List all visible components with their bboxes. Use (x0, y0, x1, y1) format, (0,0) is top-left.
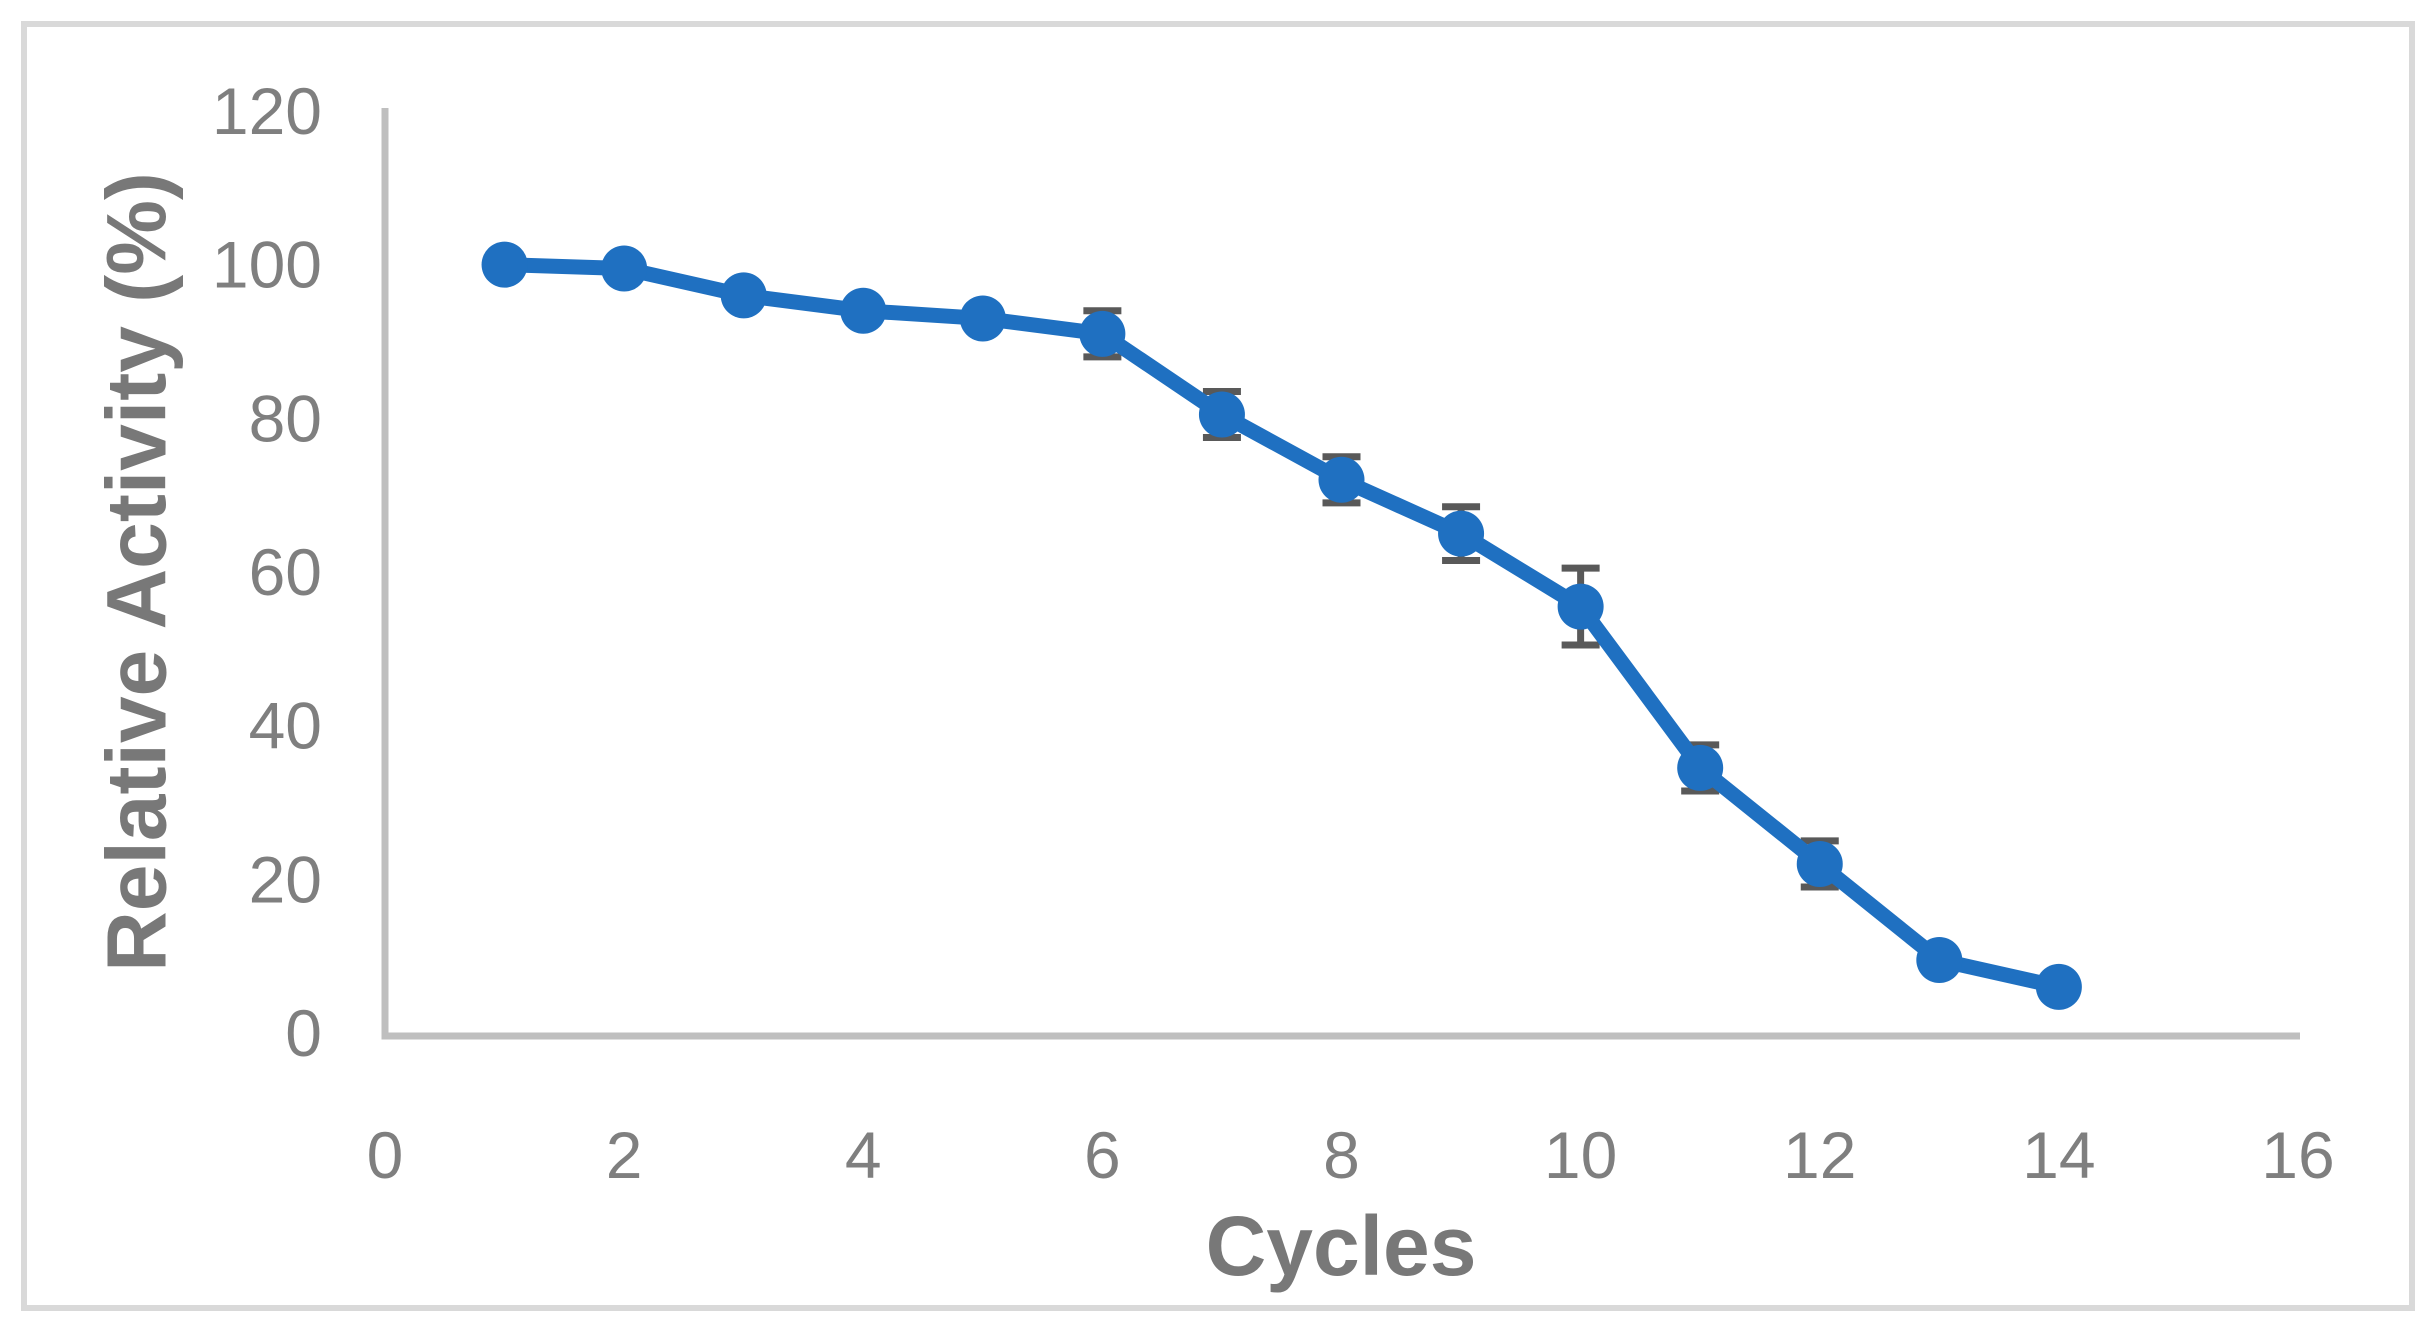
data-point-marker (481, 241, 528, 288)
x-tick-label: 10 (1544, 1118, 1617, 1192)
data-point-marker (2035, 963, 2082, 1010)
x-axis-title: Cycles (1206, 1199, 1477, 1293)
data-point-marker (1318, 456, 1365, 503)
data-point-marker (1796, 840, 1843, 887)
x-tick-label: 8 (1323, 1118, 1360, 1192)
data-point-marker (1557, 583, 1604, 630)
x-tick-label: 2 (606, 1118, 643, 1192)
y-tick-label: 60 (249, 535, 322, 609)
data-point-marker (1438, 510, 1485, 557)
x-axis-tick-labels: 0 2 4 6 8 10 12 14 16 (367, 1118, 2335, 1192)
x-tick-label: 14 (2022, 1118, 2095, 1192)
x-tick-label: 12 (1783, 1118, 1856, 1192)
x-tick-label: 4 (845, 1118, 882, 1192)
y-tick-label: 20 (249, 842, 322, 916)
data-point-marker (1916, 937, 1963, 984)
figure-border (21, 21, 2415, 1311)
data-point-marker (601, 245, 648, 292)
data-point-marker (720, 272, 767, 319)
x-tick-label: 0 (367, 1118, 404, 1192)
data-series (481, 241, 2082, 1010)
data-point-marker (1198, 391, 1245, 438)
y-tick-label: 80 (249, 381, 322, 455)
y-axis-tick-labels: 0 20 40 60 80 100 120 (212, 74, 322, 1070)
y-tick-label: 120 (212, 74, 322, 148)
axes (381, 108, 2300, 1040)
x-tick-label: 6 (1084, 1118, 1121, 1192)
data-point-marker (1079, 310, 1126, 357)
data-point-marker (959, 295, 1006, 342)
y-tick-label: 0 (285, 996, 322, 1070)
y-tick-label: 40 (249, 689, 322, 763)
data-point-marker (840, 287, 887, 334)
y-axis-title: Relative Activity (%) (89, 172, 183, 972)
x-tick-label: 16 (2261, 1118, 2334, 1192)
data-point-marker (1677, 744, 1724, 791)
y-tick-label: 100 (212, 228, 322, 302)
